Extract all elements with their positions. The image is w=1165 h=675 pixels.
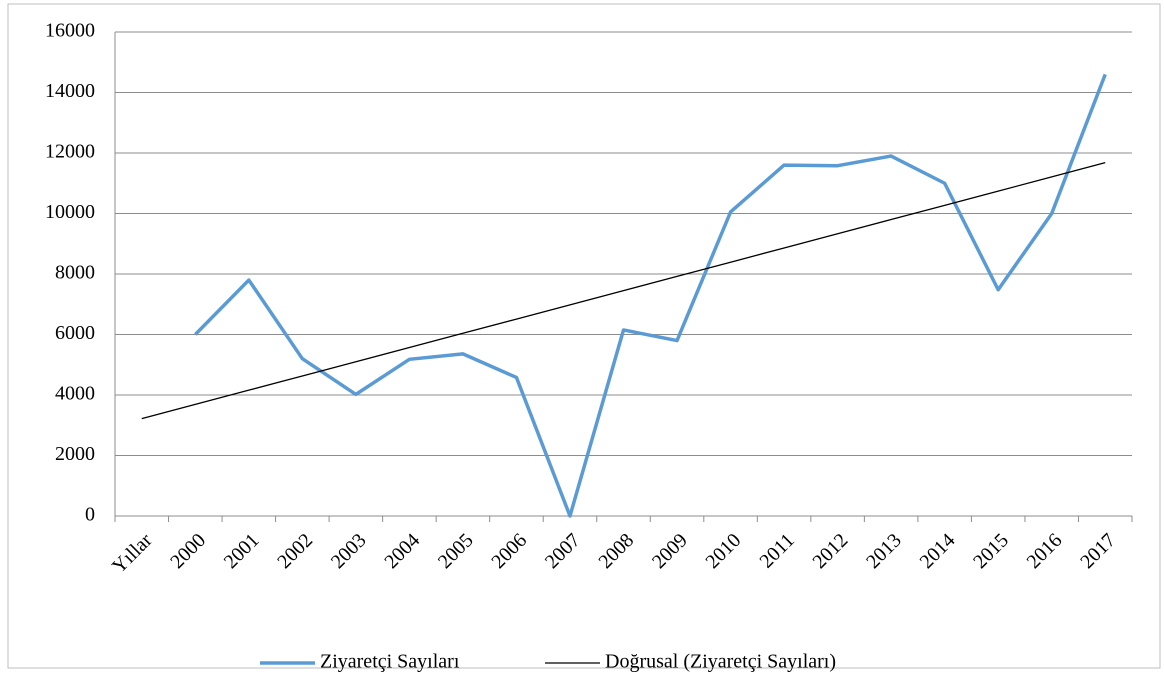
chart-border [7, 3, 1161, 669]
y-tick-label: 4000 [55, 383, 95, 405]
y-tick-label: 2000 [55, 443, 95, 465]
y-tick-label: 12000 [45, 141, 95, 163]
y-tick-label: 16000 [45, 20, 95, 42]
legend-label: Ziyaretçi Sayıları [320, 651, 460, 673]
y-tick-label: 10000 [45, 201, 95, 223]
y-tick-label: 6000 [55, 322, 95, 344]
y-tick-label: 0 [85, 504, 95, 526]
series-line [194, 73, 1107, 518]
y-tick-label: 8000 [55, 262, 95, 284]
y-tick-label: 14000 [45, 80, 95, 102]
series-line [141, 162, 1106, 420]
legend-label: Doğrusal (Ziyaretçi Sayıları) [605, 651, 836, 673]
